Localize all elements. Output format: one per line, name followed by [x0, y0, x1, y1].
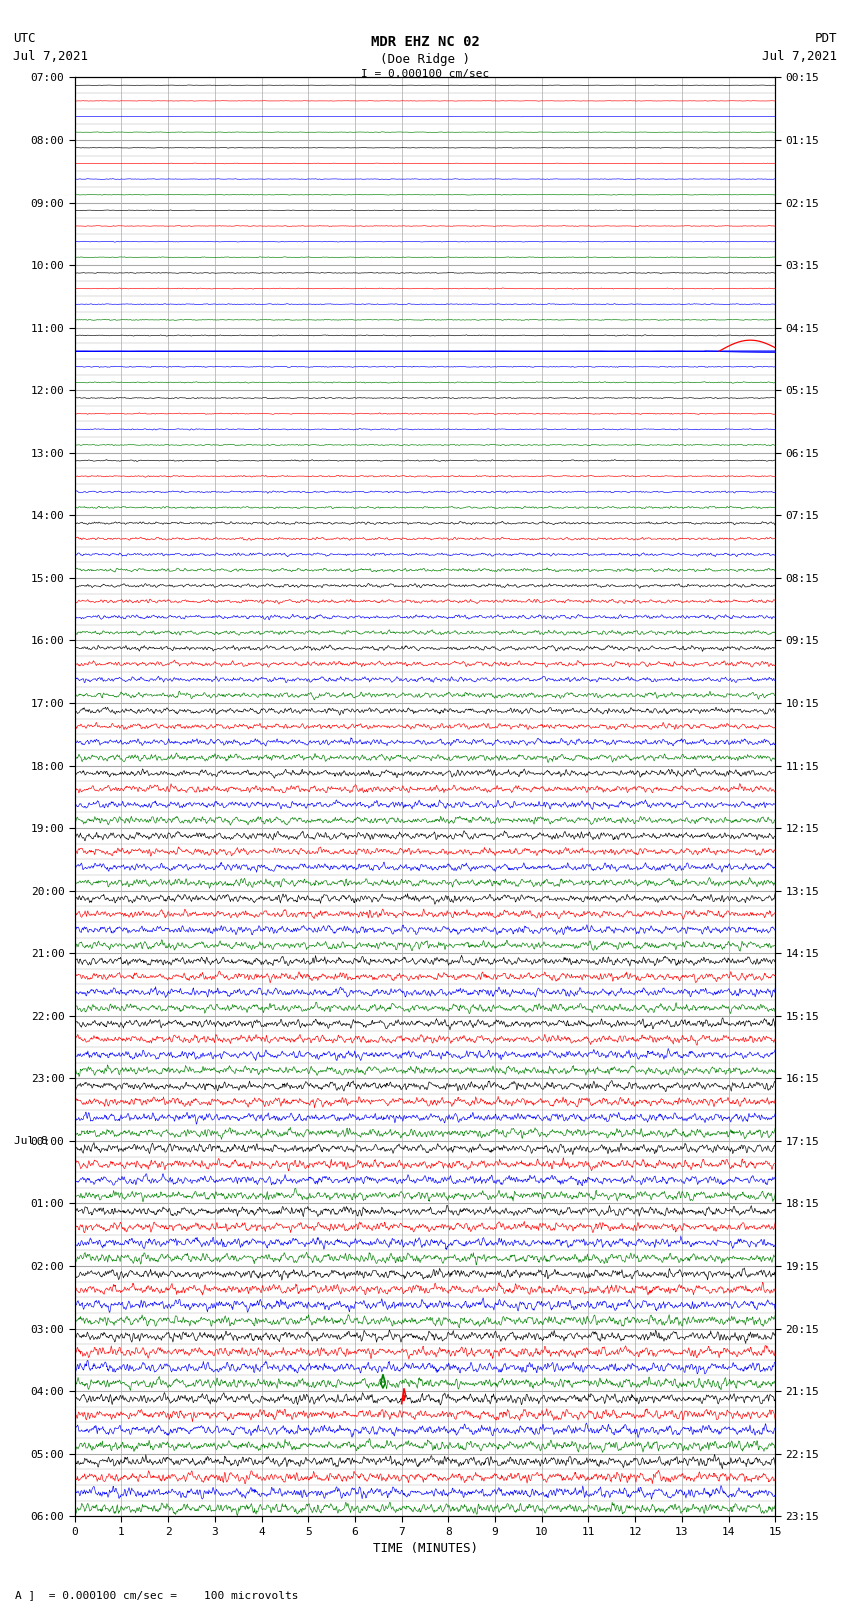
Text: I = 0.000100 cm/sec: I = 0.000100 cm/sec [361, 69, 489, 79]
Text: Jul 7,2021: Jul 7,2021 [762, 50, 837, 63]
Text: PDT: PDT [815, 32, 837, 45]
Text: Jul 8: Jul 8 [14, 1136, 48, 1145]
Text: UTC: UTC [13, 32, 35, 45]
Text: A ]  = 0.000100 cm/sec =    100 microvolts: A ] = 0.000100 cm/sec = 100 microvolts [15, 1590, 299, 1600]
X-axis label: TIME (MINUTES): TIME (MINUTES) [372, 1542, 478, 1555]
Text: Jul 7,2021: Jul 7,2021 [13, 50, 88, 63]
Text: MDR EHZ NC 02: MDR EHZ NC 02 [371, 35, 479, 50]
Text: (Doe Ridge ): (Doe Ridge ) [380, 53, 470, 66]
